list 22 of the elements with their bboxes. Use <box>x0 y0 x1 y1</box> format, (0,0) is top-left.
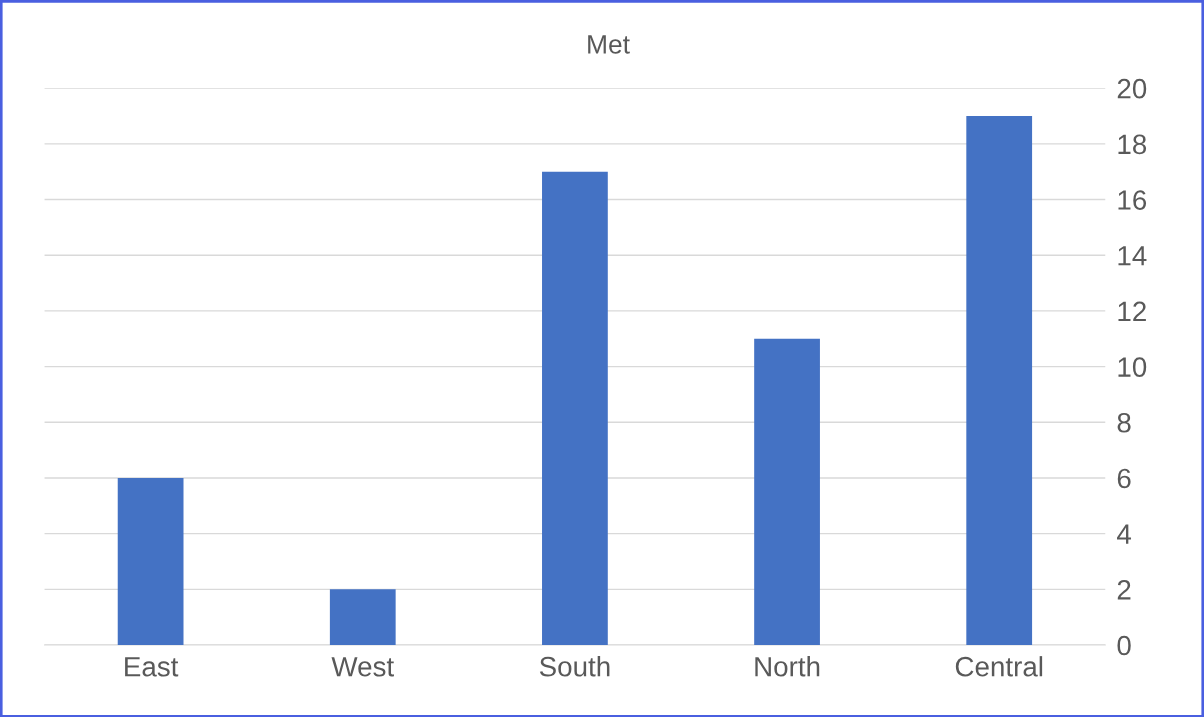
bar <box>329 589 396 646</box>
x-tick-label: Central <box>955 656 1043 677</box>
y-tick-label: 14 <box>1118 246 1147 266</box>
x-tick-label: South <box>539 656 610 677</box>
y-tick-label: 6 <box>1117 468 1131 489</box>
y-tick-label: 18 <box>1118 134 1147 155</box>
y-tick-label: 0 <box>1117 635 1131 656</box>
chart-title: Met <box>588 35 630 54</box>
y-tick-label: 20 <box>1117 78 1147 99</box>
y-tick-label: 8 <box>1117 412 1131 433</box>
bar <box>966 116 1033 646</box>
y-tick-label: 10 <box>1118 357 1147 377</box>
bar <box>117 477 184 646</box>
y-tick-label: 12 <box>1118 301 1146 321</box>
y-tick-label: 16 <box>1118 190 1147 210</box>
x-tick-label: East <box>125 657 179 677</box>
bar <box>754 338 820 646</box>
x-tick-label: West <box>331 657 394 677</box>
y-tick-label: 2 <box>1117 580 1131 600</box>
x-tick-label: North <box>755 656 820 677</box>
bar <box>542 171 608 646</box>
y-tick-label: 4 <box>1117 524 1132 544</box>
